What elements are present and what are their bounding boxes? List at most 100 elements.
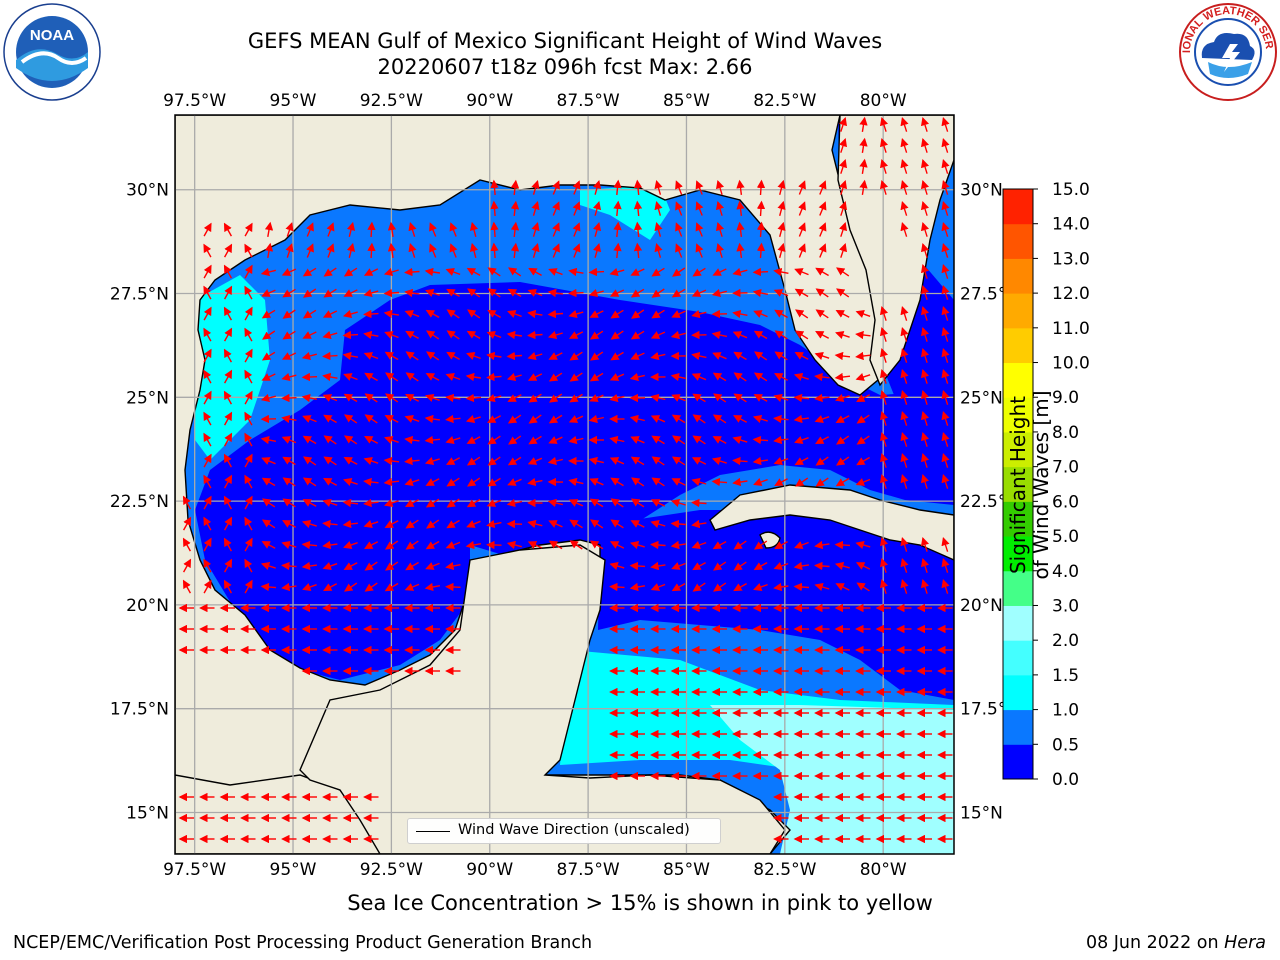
wave-direction-arrow xyxy=(651,309,665,319)
wave-direction-arrow xyxy=(834,372,851,382)
wave-direction-arrow xyxy=(650,561,666,571)
wave-band-1-1.5-north xyxy=(580,185,670,240)
wave-direction-arrow xyxy=(879,452,889,468)
wave-direction-arrow xyxy=(941,326,950,342)
wave-direction-arrow xyxy=(446,519,460,529)
wave-direction-arrow xyxy=(507,414,522,424)
wave-direction-arrow xyxy=(589,310,604,318)
wave-direction-arrow xyxy=(547,288,564,298)
wave-direction-arrow xyxy=(466,520,481,528)
lon-tick-bottom: 82.5°W xyxy=(753,860,816,880)
wave-direction-arrow xyxy=(282,498,296,508)
wave-direction-arrow xyxy=(900,200,909,216)
wave-direction-arrow xyxy=(363,477,379,487)
wave-direction-arrow xyxy=(203,264,212,279)
wave-direction-arrow xyxy=(425,373,440,381)
wave-direction-arrow xyxy=(630,436,645,444)
wave-direction-arrow xyxy=(920,431,930,447)
wave-direction-arrow xyxy=(900,158,909,174)
wave-direction-arrow xyxy=(487,477,501,487)
wave-direction-arrow xyxy=(588,414,604,424)
wave-direction-arrow xyxy=(282,288,296,298)
wave-direction-arrow xyxy=(732,435,748,445)
wave-direction-arrow xyxy=(695,222,704,237)
wave-direction-arrow xyxy=(610,330,624,340)
wave-direction-arrow xyxy=(856,435,870,445)
wave-direction-arrow xyxy=(672,267,686,277)
colorbar-tick-label: 11.0 xyxy=(1052,319,1090,339)
wave-direction-arrow xyxy=(203,348,212,363)
wave-direction-arrow xyxy=(795,309,809,319)
lon-tick-bottom: 90°W xyxy=(466,860,513,880)
wave-direction-arrow xyxy=(322,519,338,529)
wave-direction-arrow xyxy=(487,267,501,277)
wave-direction-arrow xyxy=(920,263,930,279)
wave-direction-arrow xyxy=(941,452,950,468)
wave-direction-arrow xyxy=(752,288,769,298)
wave-direction-arrow xyxy=(773,435,789,445)
wave-direction-arrow xyxy=(920,368,930,384)
colorbar-segment xyxy=(1003,293,1033,329)
wave-direction-arrow xyxy=(691,289,707,297)
wave-direction-arrow xyxy=(670,330,686,340)
wave-direction-arrow xyxy=(445,268,461,276)
wave-direction-arrow xyxy=(592,242,602,258)
wave-direction-arrow xyxy=(244,558,253,573)
wave-direction-arrow xyxy=(818,243,827,258)
wave-direction-arrow xyxy=(630,288,645,298)
wave-direction-arrow xyxy=(610,498,624,508)
wave-direction-arrow xyxy=(671,562,686,570)
wave-direction-arrow xyxy=(920,578,930,594)
wave-direction-arrow xyxy=(691,541,707,549)
wave-direction-arrow xyxy=(302,415,317,423)
wave-direction-arrow xyxy=(449,222,458,237)
wave-direction-arrow xyxy=(568,415,584,423)
wave-direction-arrow xyxy=(839,137,848,153)
wave-direction-arrow xyxy=(404,288,420,298)
wave-direction-arrow xyxy=(282,456,296,466)
wave-direction-arrow xyxy=(794,288,809,298)
wave-direction-arrow xyxy=(900,578,909,594)
wave-direction-arrow xyxy=(506,351,523,361)
wave-direction-arrow xyxy=(715,242,725,258)
wave-direction-arrow xyxy=(244,306,253,321)
wave-direction-arrow xyxy=(941,578,950,594)
colorbar-tick-label: 4.0 xyxy=(1052,562,1079,582)
colorbar-tick-label: 3.0 xyxy=(1052,596,1079,616)
wave-direction-arrow xyxy=(405,351,419,361)
legend-line-sample xyxy=(416,831,450,832)
wave-direction-arrow xyxy=(836,435,850,445)
wave-direction-arrow xyxy=(405,540,419,550)
wave-direction-arrow xyxy=(568,267,584,277)
wave-direction-arrow xyxy=(715,221,725,237)
wave-direction-arrow xyxy=(568,499,584,507)
wave-direction-arrow xyxy=(569,393,583,403)
colorbar-segment xyxy=(1003,466,1033,502)
wave-direction-arrow xyxy=(712,372,727,382)
wave-direction-arrow xyxy=(424,414,440,424)
wave-direction-arrow xyxy=(631,477,645,487)
wave-direction-arrow xyxy=(281,582,297,592)
wave-direction-arrow xyxy=(404,478,420,487)
wave-direction-arrow xyxy=(609,373,625,381)
wave-direction-arrow xyxy=(282,520,297,528)
wave-direction-arrow xyxy=(548,540,563,550)
wave-direction-arrow xyxy=(733,393,747,403)
wave-direction-arrow xyxy=(900,305,909,321)
wave-direction-arrow xyxy=(487,435,501,445)
wave-direction-arrow xyxy=(547,456,563,466)
wave-direction-arrow xyxy=(855,310,871,318)
wave-direction-arrow xyxy=(383,456,400,466)
wave-direction-arrow xyxy=(654,221,663,237)
wave-direction-arrow xyxy=(610,519,624,529)
noaa-logo: NOAA xyxy=(3,3,101,101)
lat-tick-left: 30°N xyxy=(126,181,169,201)
wave-direction-arrow xyxy=(815,436,830,444)
lat-tick-right: 15°N xyxy=(960,803,1003,823)
wave-direction-arrow xyxy=(548,268,563,276)
wave-direction-arrow xyxy=(322,372,338,382)
colorbar-tick-label: 13.0 xyxy=(1052,249,1090,269)
wave-direction-arrow xyxy=(736,179,745,195)
wave-direction-arrow xyxy=(941,242,950,258)
